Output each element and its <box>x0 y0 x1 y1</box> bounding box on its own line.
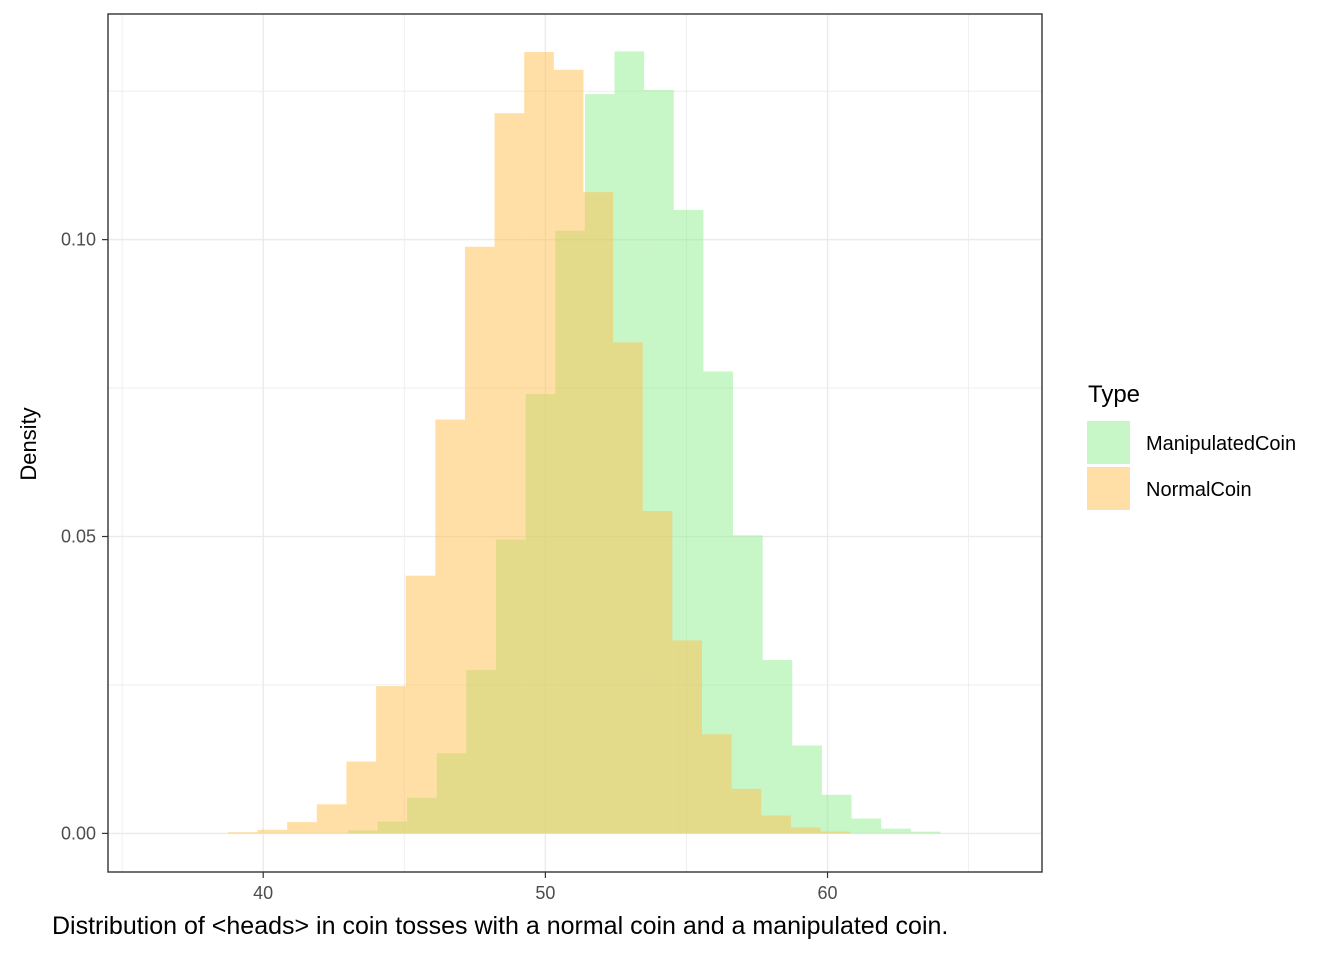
histogram-bar <box>792 745 822 834</box>
histogram-bar <box>524 52 554 834</box>
histogram-bar <box>553 69 584 834</box>
histogram-bar <box>613 342 643 834</box>
axes: 40 50 60 0.00 0.05 0.10 <box>61 230 838 903</box>
legend-label: NormalCoin <box>1146 479 1252 501</box>
histogram-bar <box>762 660 793 834</box>
histogram-bar <box>583 192 614 834</box>
histogram-bar <box>287 822 317 834</box>
histogram-bar <box>701 734 732 834</box>
histogram-bar <box>910 831 941 834</box>
legend-title: Type <box>1088 381 1140 408</box>
histogram-bar <box>376 686 406 834</box>
bars <box>227 51 941 834</box>
histogram-bar <box>820 831 851 834</box>
histogram-bar <box>346 761 377 834</box>
histogram-bar <box>672 640 702 834</box>
y-tick-label: 0.00 <box>61 823 96 843</box>
plot-panel <box>107 13 1043 873</box>
histogram-bar <box>731 788 762 834</box>
y-tick-label: 0.10 <box>61 230 96 250</box>
histogram-bar <box>494 113 525 834</box>
histogram-bar <box>881 828 911 834</box>
histogram-bar <box>851 818 882 834</box>
histogram-bar <box>257 829 288 834</box>
legend-key <box>1087 467 1130 510</box>
histogram-bar <box>821 794 852 834</box>
histogram-bar <box>790 827 821 834</box>
x-tick-label: 40 <box>253 883 273 903</box>
histogram-bar <box>316 804 347 834</box>
legend-key <box>1087 421 1130 464</box>
legend-label: ManipulatedCoin <box>1146 433 1296 455</box>
histogram-bar <box>642 510 673 834</box>
histogram-bar <box>405 575 436 834</box>
series-NormalCoin <box>227 52 851 834</box>
chart-caption: Distribution of <heads> in coin tosses w… <box>52 912 949 940</box>
y-axis-title: Density <box>16 407 41 480</box>
legend: Type ManipulatedCoin NormalCoin <box>1087 381 1296 510</box>
histogram-bar <box>435 419 465 834</box>
x-tick-label: 60 <box>818 883 838 903</box>
x-tick-label: 50 <box>535 883 555 903</box>
y-tick-label: 0.05 <box>61 527 96 547</box>
histogram-bar <box>464 246 495 834</box>
histogram-bar <box>733 535 763 834</box>
histogram-bar <box>761 815 791 834</box>
histogram-bar <box>227 832 258 834</box>
